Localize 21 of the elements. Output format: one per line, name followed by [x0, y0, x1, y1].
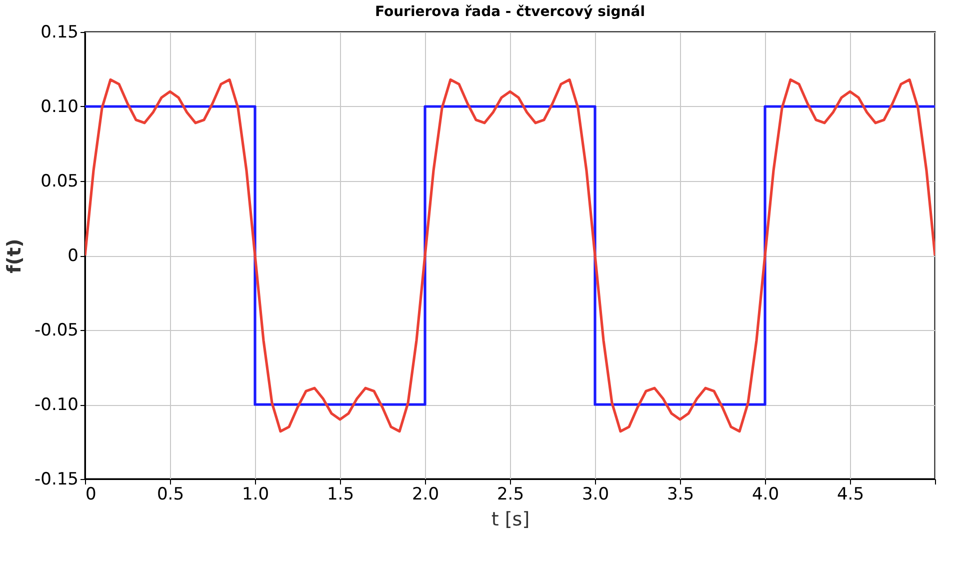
- x-tick-label: 3.0: [582, 484, 610, 504]
- x-tick-label: 2.5: [496, 484, 524, 504]
- chart-title: Fourierova řada - čtvercový signál: [374, 4, 646, 20]
- y-tick-label: -0.15: [34, 470, 78, 490]
- x-tick-label: 0: [86, 484, 96, 504]
- y-tick-label: 0.10: [40, 97, 78, 117]
- y-axis-title: f(t): [4, 238, 26, 274]
- x-axis-title: t [s]: [491, 508, 530, 530]
- x-tick-label: 1.0: [242, 484, 270, 504]
- x-tick-label: 4.5: [836, 484, 864, 504]
- x-tick-label: 4.0: [752, 484, 780, 504]
- x-tick-label: 0.5: [156, 484, 184, 504]
- y-tick-label: -0.10: [34, 395, 78, 415]
- y-tick-label: 0: [68, 246, 78, 266]
- line-series: [85, 78, 935, 433]
- x-tick-label: 1.5: [326, 484, 354, 504]
- y-tick-label: -0.05: [34, 320, 78, 340]
- y-tick-label: 0.15: [40, 22, 78, 42]
- y-tick-label: 0.05: [40, 172, 78, 192]
- x-tick-label: 3.5: [666, 484, 694, 504]
- x-tick-label: 2.0: [412, 484, 440, 504]
